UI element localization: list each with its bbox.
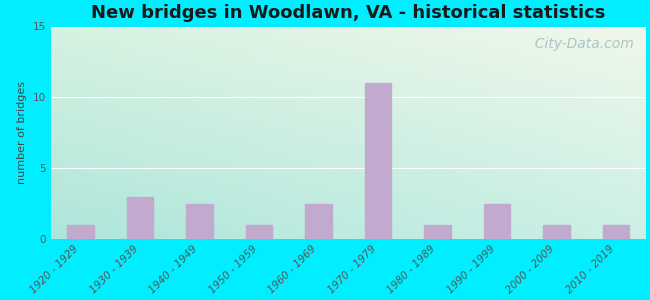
- Bar: [67, 225, 94, 239]
- Bar: [484, 204, 510, 239]
- Title: New bridges in Woodlawn, VA - historical statistics: New bridges in Woodlawn, VA - historical…: [91, 4, 606, 22]
- Bar: [543, 225, 570, 239]
- Bar: [246, 225, 272, 239]
- Bar: [365, 83, 391, 239]
- Bar: [127, 196, 153, 239]
- Bar: [603, 225, 629, 239]
- Bar: [186, 204, 213, 239]
- Bar: [306, 204, 332, 239]
- Text: City-Data.com: City-Data.com: [526, 37, 634, 51]
- Y-axis label: number of bridges: number of bridges: [17, 81, 27, 184]
- Bar: [424, 225, 451, 239]
